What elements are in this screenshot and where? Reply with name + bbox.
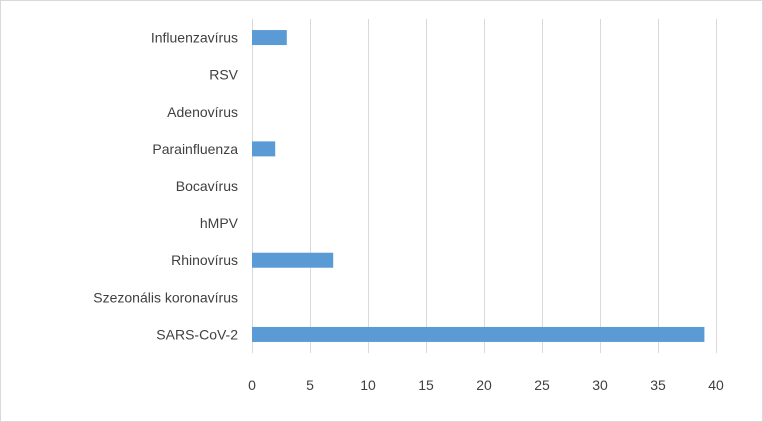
- category-labels: Influenzavírus RSV Adenovírus Parainfluenza…: [93, 30, 238, 343]
- bar: [252, 141, 276, 157]
- x-tick-label: 0: [248, 377, 256, 393]
- category-label: Adenovírus: [167, 104, 238, 120]
- bar: [252, 252, 334, 268]
- x-tick-label: 35: [650, 377, 666, 393]
- bar: [252, 326, 705, 342]
- x-tick-labels: 0 5 10 15 20 25 30 35 40: [248, 377, 724, 393]
- x-tick-label: 30: [592, 377, 608, 393]
- category-label: Szezonális koronavírus: [93, 289, 238, 305]
- x-tick-label: 25: [534, 377, 550, 393]
- bar: [252, 30, 287, 46]
- category-label: Bocavírus: [176, 178, 238, 194]
- x-tick-label: 5: [306, 377, 314, 393]
- gridlines: [252, 19, 717, 353]
- category-label: Rhinovírus: [171, 252, 238, 268]
- x-tick-label: 15: [418, 377, 434, 393]
- category-label: Influenzavírus: [151, 30, 238, 46]
- category-label: Parainfluenza: [152, 141, 238, 157]
- category-label: hMPV: [200, 215, 239, 231]
- bars: [252, 30, 705, 342]
- x-tick-label: 40: [708, 377, 724, 393]
- category-label: RSV: [209, 67, 238, 83]
- x-tick-label: 20: [476, 377, 492, 393]
- x-tick-label: 10: [360, 377, 376, 393]
- category-label: SARS-CoV-2: [156, 326, 238, 342]
